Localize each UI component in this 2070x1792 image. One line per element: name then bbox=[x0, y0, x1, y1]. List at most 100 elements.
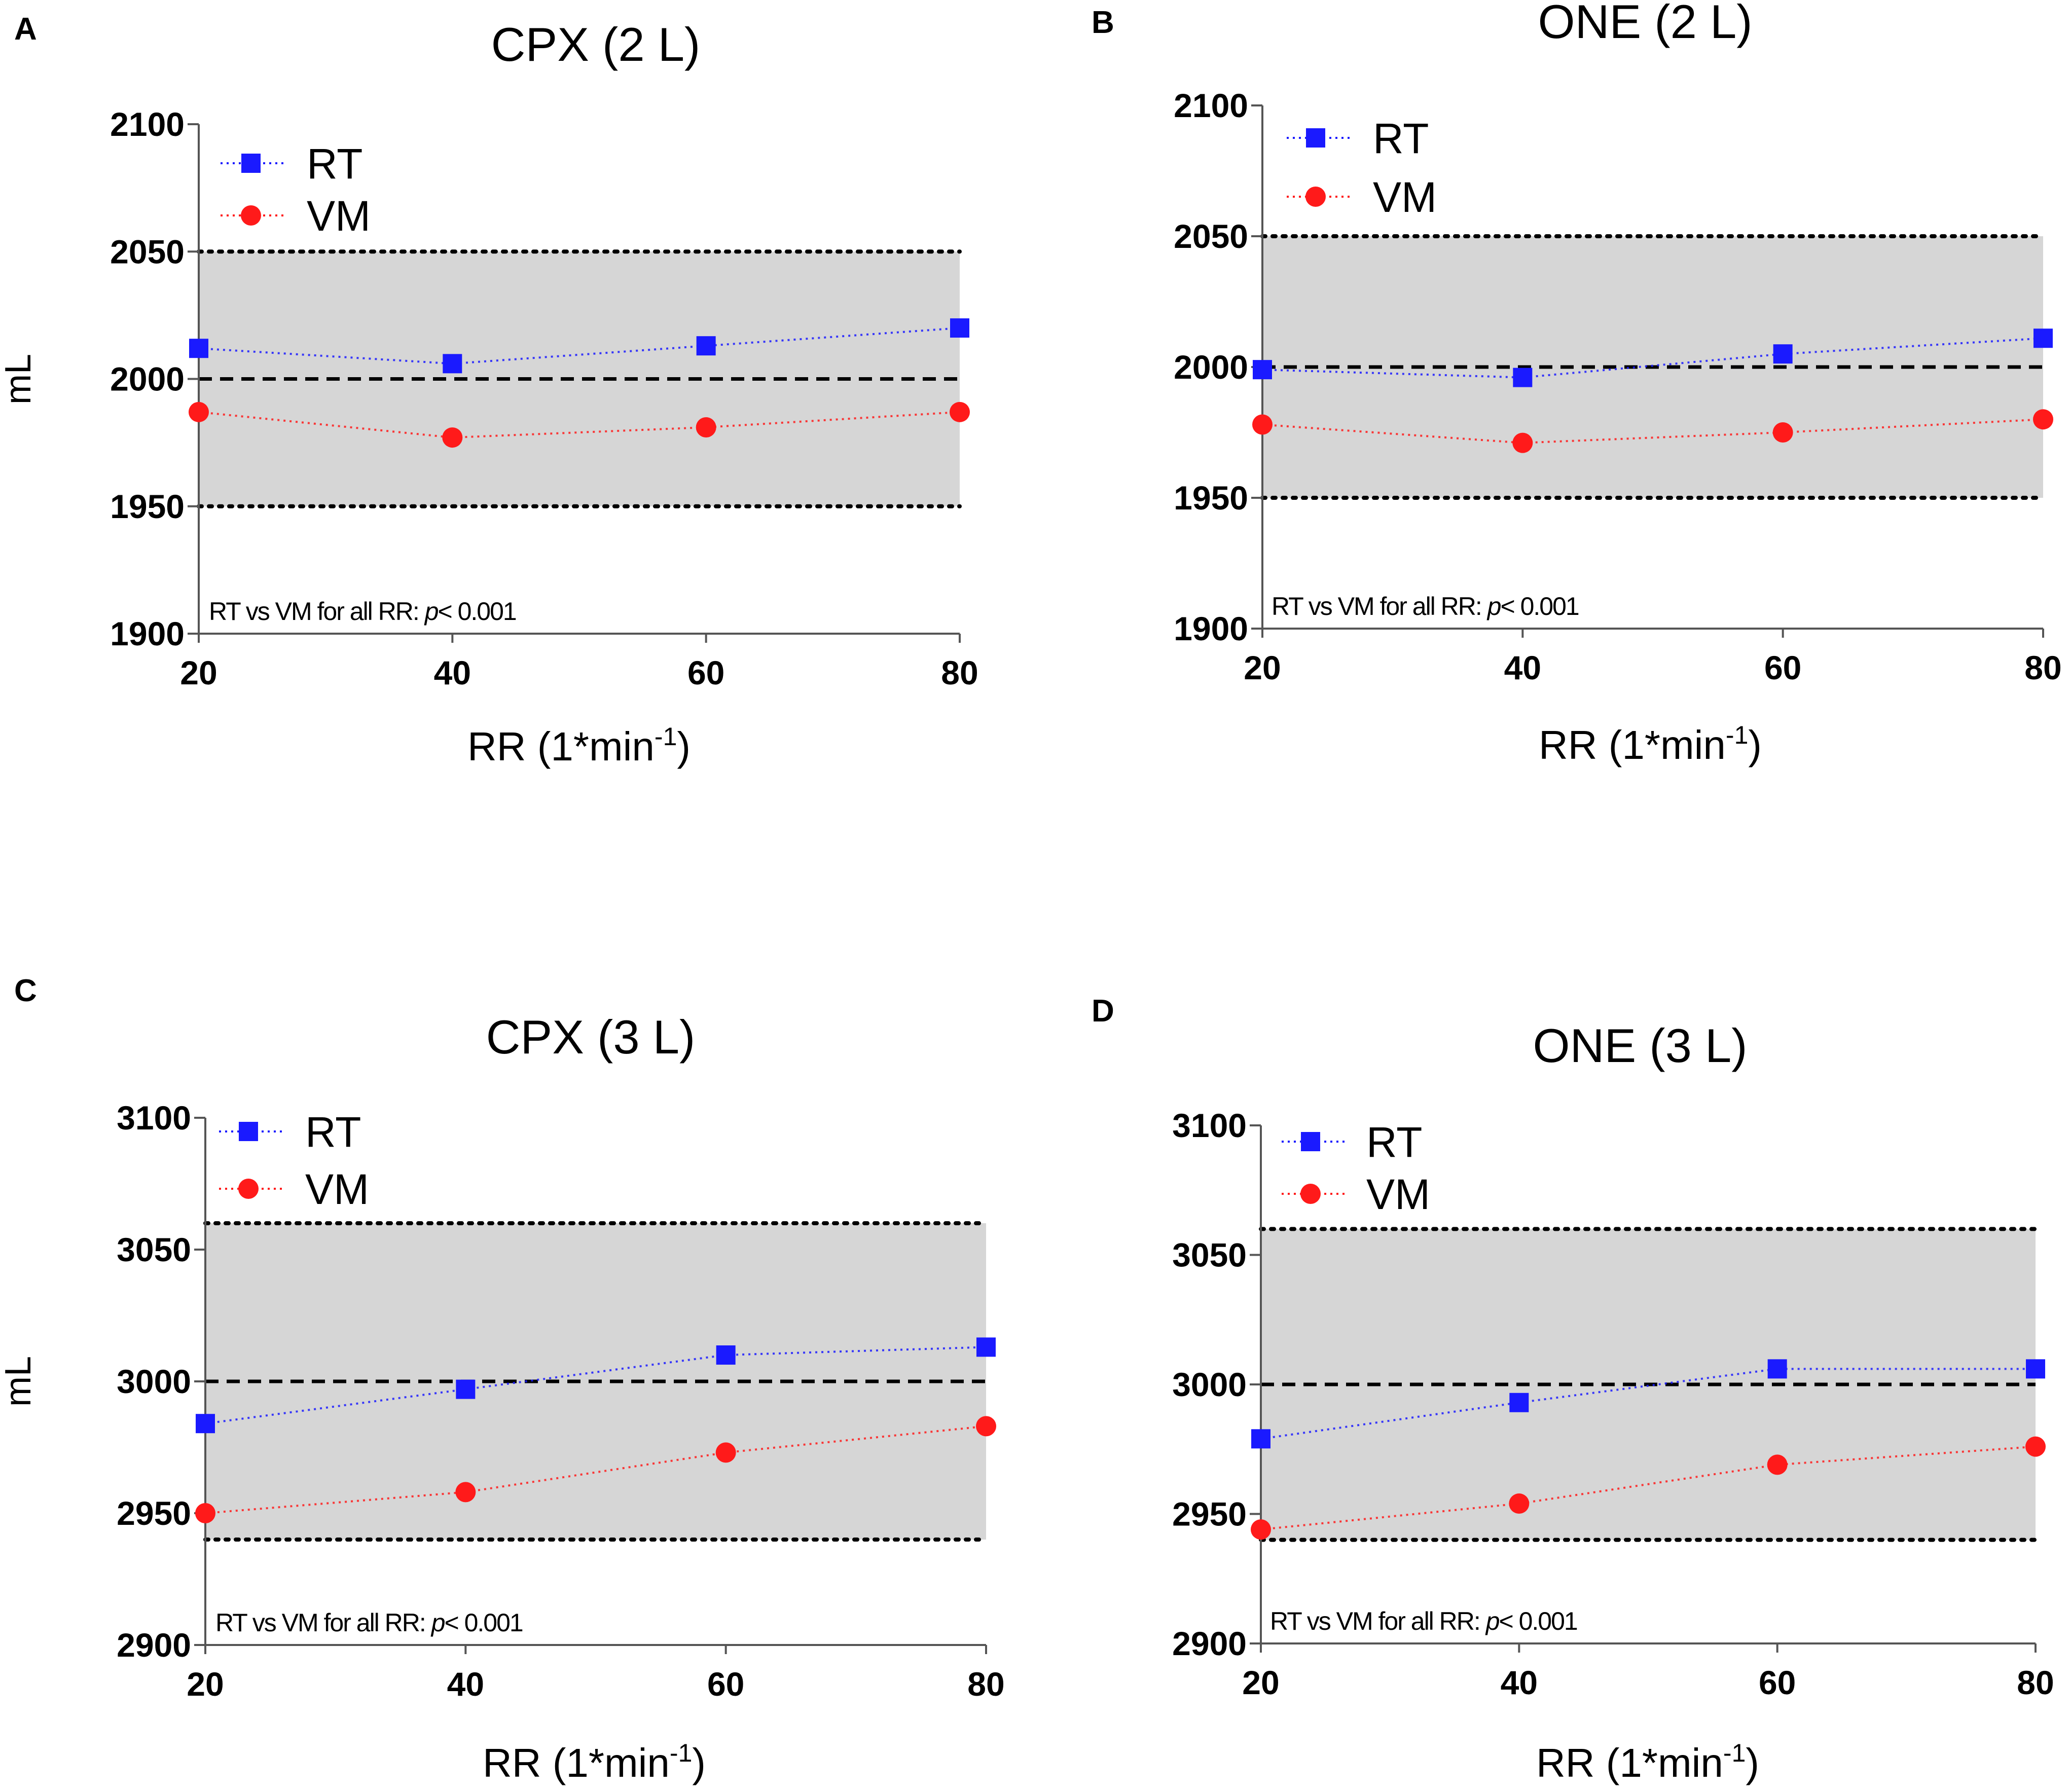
y-tick-label: 3050 bbox=[117, 1231, 191, 1268]
chart-panel-d: 2900 2950 3000 3050 3100 20 40 60 80 RT VM RT vs VM… bbox=[1092, 994, 2054, 1785]
legend-label-vm: VM bbox=[1373, 173, 1437, 221]
data-point-rt bbox=[1253, 360, 1272, 380]
data-point-rt bbox=[196, 1414, 215, 1434]
annotation-p: p bbox=[1485, 1607, 1500, 1635]
data-point-rt bbox=[1509, 1393, 1529, 1412]
y-tick-label: 2100 bbox=[110, 105, 185, 143]
chart-title: CPX (3 L) bbox=[486, 1010, 696, 1064]
y-tick-label: 3000 bbox=[1172, 1366, 1247, 1403]
legend-label-rt: RT bbox=[1366, 1118, 1422, 1166]
x-tick-label: 40 bbox=[434, 654, 471, 691]
data-point-vm bbox=[189, 401, 209, 422]
y-tick-label: 2000 bbox=[1174, 348, 1248, 386]
data-point-rt bbox=[976, 1337, 996, 1357]
data-point-vm bbox=[950, 401, 970, 422]
legend-marker-rt bbox=[241, 154, 261, 173]
data-point-rt bbox=[456, 1379, 476, 1399]
x-axis-label-end: ) bbox=[692, 1740, 706, 1785]
x-axis-label: RR (1*min-1) bbox=[483, 1739, 706, 1785]
data-point-vm bbox=[195, 1503, 215, 1523]
significance-annotation: RT vs VM for all RR: p< 0.001 bbox=[209, 597, 516, 626]
series-line-rt bbox=[1260, 1368, 2036, 1440]
annotation-p: p bbox=[430, 1608, 445, 1637]
x-axis-label-main: RR (1*min bbox=[1536, 1740, 1723, 1785]
annotation-text: RT vs VM for all RR: bbox=[1270, 1607, 1486, 1635]
annotation-text: RT vs VM for all RR: bbox=[209, 597, 425, 626]
annotation-value: < 0.001 bbox=[1501, 592, 1579, 620]
legend-marker-rt bbox=[1306, 128, 1325, 148]
data-point-vm bbox=[1252, 414, 1273, 435]
chart-title: ONE (2 L) bbox=[1538, 0, 1752, 48]
y-tick-label: 3050 bbox=[1172, 1236, 1247, 1274]
x-tick-label: 20 bbox=[180, 654, 217, 691]
data-point-vm bbox=[2033, 409, 2053, 430]
annotation-value: < 0.001 bbox=[445, 1608, 523, 1637]
annotation-text: RT vs VM for all RR: bbox=[215, 1608, 431, 1637]
y-tick-label: 2000 bbox=[110, 360, 185, 398]
y-tick-label: 2950 bbox=[1172, 1495, 1247, 1533]
y-tick-label: 1950 bbox=[1174, 479, 1248, 517]
x-tick-label: 20 bbox=[1244, 649, 1281, 686]
chart-panel-b: 1900 1950 2000 2050 2100 20 40 60 80 RT VM RT vs VM… bbox=[1092, 0, 2062, 767]
legend-marker-vm bbox=[1300, 1184, 1321, 1204]
x-tick-label: 20 bbox=[1242, 1664, 1279, 1701]
x-axis-label-main: RR (1*min bbox=[467, 724, 655, 769]
data-point-rt bbox=[189, 339, 208, 358]
significance-annotation: RT vs VM for all RR: p< 0.001 bbox=[1270, 1607, 1577, 1635]
annotation-value: < 0.001 bbox=[438, 597, 516, 626]
y-tick-label: 2100 bbox=[1174, 87, 1248, 124]
legend-marker-vm bbox=[1305, 187, 1326, 207]
acceptance-band bbox=[199, 251, 960, 506]
chart-title: ONE (3 L) bbox=[1533, 1019, 1747, 1072]
y-tick-label: 2900 bbox=[117, 1626, 191, 1664]
series-line-rt bbox=[1262, 337, 2044, 379]
x-tick-label: 80 bbox=[2017, 1664, 2054, 1701]
y-tick-label: 2050 bbox=[1174, 217, 1248, 255]
x-axis-label-main: RR (1*min bbox=[483, 1740, 670, 1785]
data-point-rt bbox=[2026, 1359, 2045, 1379]
x-tick-label: 80 bbox=[967, 1665, 1004, 1703]
data-point-rt bbox=[950, 318, 969, 338]
series-line-vm bbox=[1260, 1445, 2036, 1531]
x-tick-label: 40 bbox=[1504, 649, 1541, 686]
legend-label-rt: RT bbox=[307, 140, 362, 188]
x-axis-label-superscript: -1 bbox=[655, 722, 677, 751]
data-point-vm bbox=[442, 427, 463, 448]
annotation-text: RT vs VM for all RR: bbox=[1272, 592, 1487, 620]
x-axis-label-superscript: -1 bbox=[1723, 1739, 1746, 1767]
data-point-vm bbox=[715, 1442, 736, 1463]
data-point-vm bbox=[976, 1416, 996, 1437]
data-point-rt bbox=[716, 1345, 736, 1365]
x-axis-label-end: ) bbox=[677, 724, 691, 769]
x-axis-label-main: RR (1*min bbox=[1539, 722, 1726, 767]
x-tick-label: 20 bbox=[187, 1665, 224, 1703]
data-point-vm bbox=[1251, 1519, 1271, 1540]
series-line-vm bbox=[1262, 418, 2044, 444]
x-tick-label: 40 bbox=[1501, 1664, 1538, 1701]
data-point-vm bbox=[1509, 1493, 1530, 1514]
x-tick-label: 60 bbox=[707, 1665, 744, 1703]
annotation-p: p bbox=[1486, 592, 1501, 620]
x-tick-label: 40 bbox=[447, 1665, 484, 1703]
y-tick-label: 2900 bbox=[1172, 1625, 1247, 1662]
panel-letter: D bbox=[1092, 994, 1114, 1029]
x-tick-label: 80 bbox=[2024, 649, 2061, 686]
legend-label-vm: VM bbox=[307, 192, 371, 240]
data-point-rt bbox=[696, 336, 716, 356]
panel-letter: B bbox=[1092, 5, 1114, 40]
x-axis-label-superscript: -1 bbox=[670, 1739, 692, 1767]
x-tick-label: 60 bbox=[687, 654, 724, 691]
legend-label-vm: VM bbox=[1366, 1171, 1430, 1218]
chart-panel-c: 2900 2950 3000 3050 3100 20 40 60 80 RT VM RT vs VM… bbox=[0, 973, 1005, 1785]
legend-marker-vm bbox=[241, 205, 261, 226]
annotation-value: < 0.001 bbox=[1499, 1607, 1577, 1635]
legend-label-rt: RT bbox=[305, 1108, 361, 1156]
legend-marker-vm bbox=[238, 1179, 259, 1199]
annotation-p: p bbox=[424, 597, 439, 626]
chart-title: CPX (2 L) bbox=[491, 18, 701, 71]
x-axis-label-end: ) bbox=[1746, 1740, 1759, 1785]
data-point-vm bbox=[1767, 1454, 1788, 1475]
panel-letter: C bbox=[14, 973, 37, 1008]
legend-marker-rt bbox=[239, 1122, 258, 1141]
x-axis-label: RR (1*min-1) bbox=[467, 722, 691, 769]
